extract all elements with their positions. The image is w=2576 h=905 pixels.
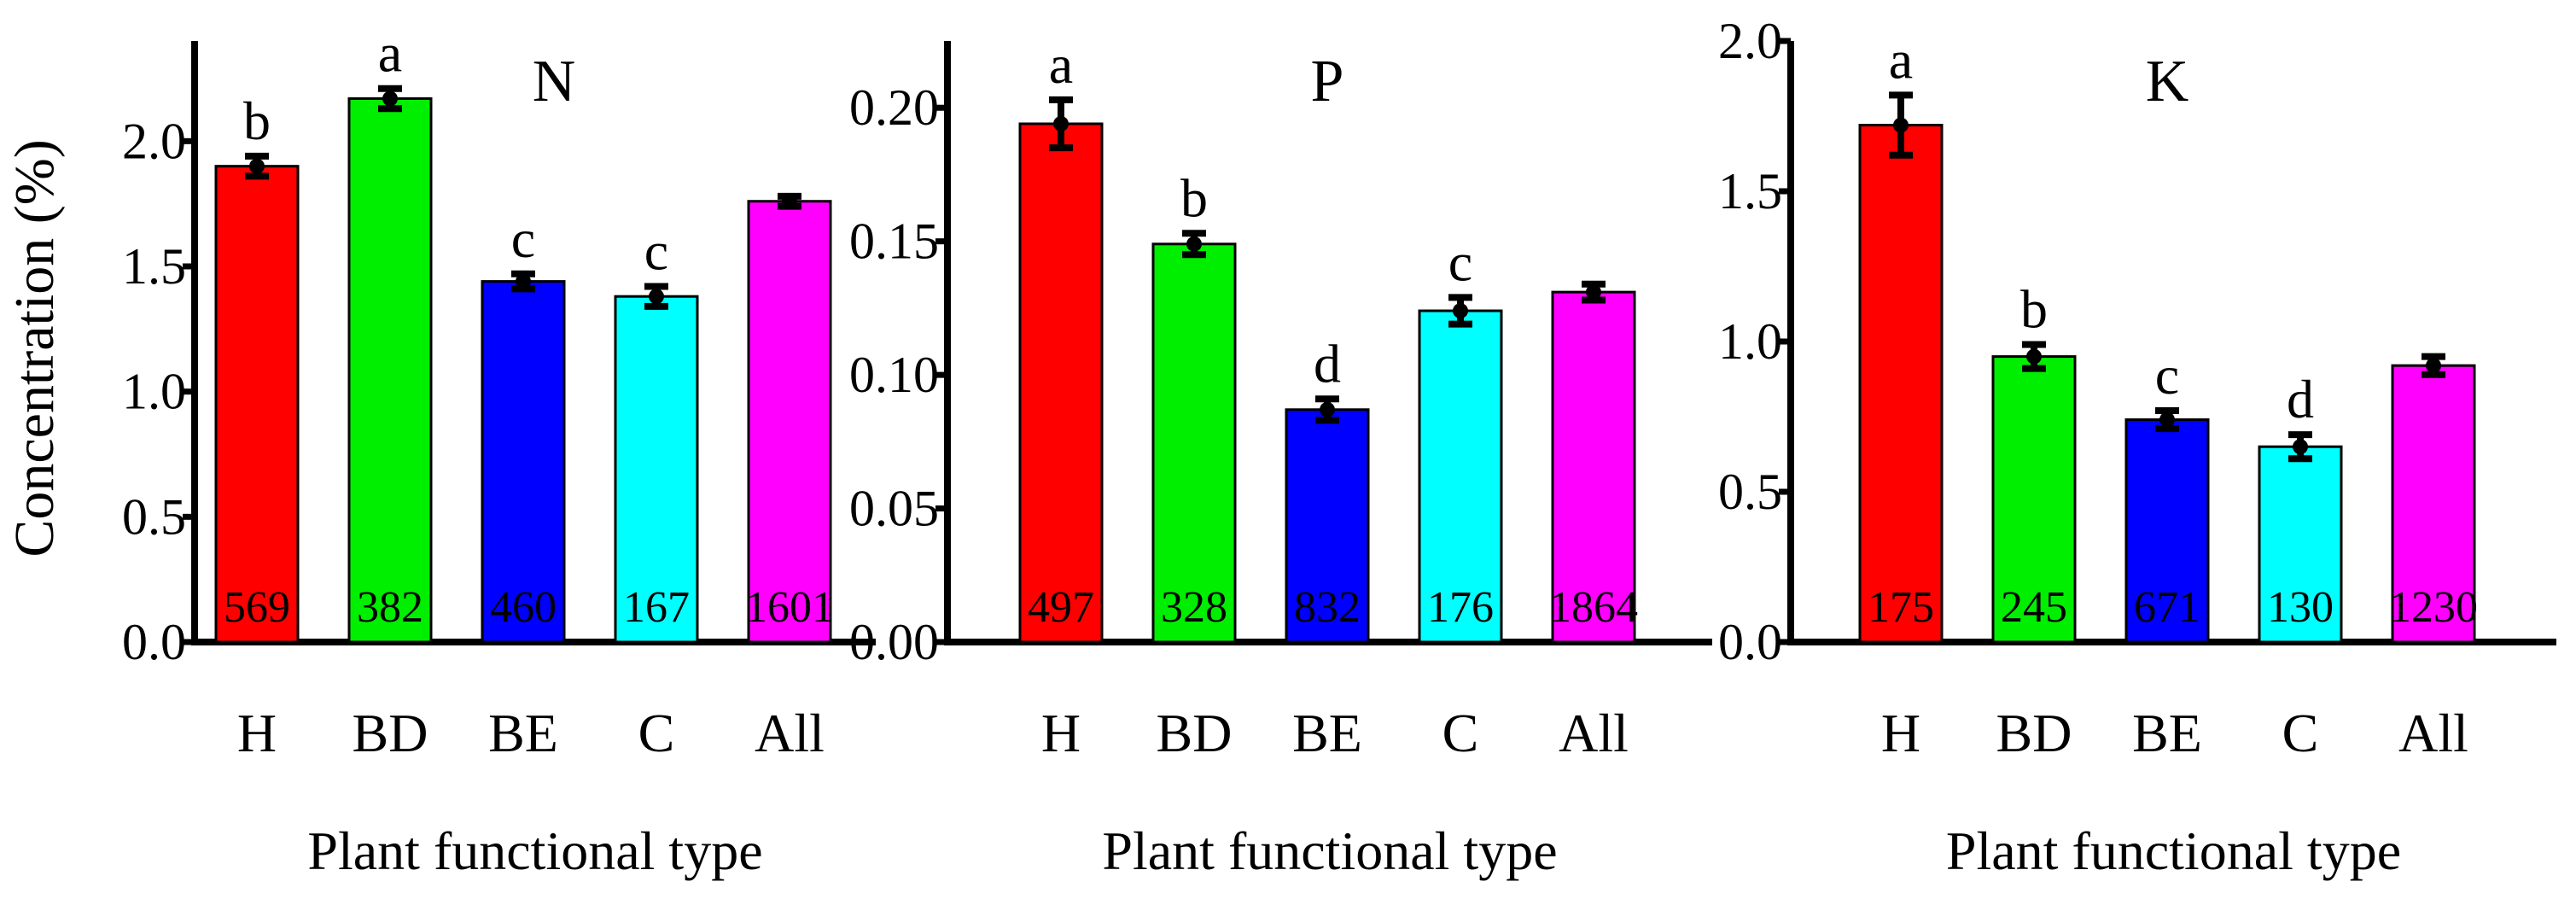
x-tick-label: All xyxy=(1559,703,1629,763)
x-tick-label: H xyxy=(1041,703,1081,763)
x-tick-label: BD xyxy=(1996,703,2072,763)
chart-title: K xyxy=(2146,49,2189,114)
chart-panel-P: 0.00 0.05 0.10 0.15 0.20 Pa 497 Hb 328 BD d 832 BE c 1… xyxy=(849,34,1712,881)
sample-count: 130 xyxy=(2267,583,2334,632)
mean-marker xyxy=(2293,439,2308,455)
x-tick-label: H xyxy=(237,703,277,763)
sample-count: 832 xyxy=(1294,583,1361,632)
y-tick-label: 0.5 xyxy=(122,488,186,545)
significance-letter: c xyxy=(2155,345,2179,406)
sample-count: 167 xyxy=(623,583,690,632)
x-tick-label: C xyxy=(1442,703,1479,763)
bar-H xyxy=(214,165,300,644)
bar-All xyxy=(747,200,832,644)
bar-H xyxy=(1858,124,1944,644)
mean-marker xyxy=(1320,401,1335,417)
significance-letter: d xyxy=(2287,369,2314,429)
bar-C xyxy=(1418,309,1503,644)
sample-count: 175 xyxy=(1868,583,1934,632)
x-axis-label: Plant functional type xyxy=(1946,820,2401,881)
y-tick-label: 1.0 xyxy=(1718,313,1782,370)
x-tick-label: BE xyxy=(2132,703,2202,763)
bar-All xyxy=(2391,364,2476,644)
bar-BD xyxy=(347,96,433,644)
mean-marker xyxy=(649,289,664,305)
x-tick-label: BD xyxy=(353,703,428,763)
significance-letter: a xyxy=(1889,29,1913,90)
y-tick-label: 1.0 xyxy=(122,364,186,420)
sample-count: 1230 xyxy=(2389,583,2478,632)
sample-count: 382 xyxy=(357,583,423,632)
mean-marker xyxy=(2026,348,2042,365)
y-tick-label: 2.0 xyxy=(1718,13,1782,69)
significance-letter: a xyxy=(1049,34,1073,95)
y-tick-label: 0.0 xyxy=(122,614,186,670)
mean-marker xyxy=(1053,115,1069,131)
significance-letter: c xyxy=(644,220,668,281)
mean-marker xyxy=(2159,412,2175,428)
chart-title: P xyxy=(1311,49,1344,114)
y-tick-label: 1.5 xyxy=(1718,163,1782,219)
mean-marker xyxy=(516,273,531,289)
y-tick-label: 0.15 xyxy=(849,213,939,270)
significance-letter: b xyxy=(2020,279,2048,340)
x-tick-label: BE xyxy=(488,703,558,763)
x-tick-label: H xyxy=(1881,703,1920,763)
x-tick-label: All xyxy=(2398,703,2468,763)
mean-marker xyxy=(1893,117,1909,133)
sample-count: 1864 xyxy=(1549,583,1638,632)
sample-count: 569 xyxy=(224,583,290,632)
sample-count: 176 xyxy=(1427,583,1494,632)
bar-All xyxy=(1551,290,1636,644)
significance-letter: c xyxy=(511,208,535,269)
y-tick-label: 0.5 xyxy=(1718,464,1782,520)
sample-count: 460 xyxy=(490,583,557,632)
sample-count: 497 xyxy=(1028,583,1094,632)
x-tick-label: BD xyxy=(1157,703,1233,763)
sample-count: 671 xyxy=(2134,583,2200,632)
bar-C xyxy=(2258,445,2343,644)
bar-BE xyxy=(1285,408,1370,644)
y-tick-label: 0.20 xyxy=(849,79,939,136)
x-axis-label: Plant functional type xyxy=(307,820,762,881)
y-tick-label: 0.10 xyxy=(849,347,939,403)
y-tick-label: 1.5 xyxy=(122,238,186,295)
x-axis-label: Plant functional type xyxy=(1102,820,1557,881)
bar-BD xyxy=(1991,355,2077,644)
mean-marker xyxy=(2426,358,2441,374)
significance-letter: c xyxy=(1448,231,1472,292)
bar-H xyxy=(1018,122,1104,644)
x-tick-label: All xyxy=(755,703,825,763)
sample-count: 328 xyxy=(1161,583,1227,632)
sample-count: 245 xyxy=(2001,583,2067,632)
mean-marker xyxy=(382,90,398,107)
x-tick-label: C xyxy=(638,703,675,763)
chart-title: N xyxy=(533,49,576,114)
significance-letter: b xyxy=(243,90,271,151)
mean-marker xyxy=(782,193,797,209)
bar-BE xyxy=(481,280,566,644)
chart-panels: 0.0 0.5 1.0 1.5 2.0 Nb 569 Ha 382 BD c 460 BE c 167 C 16… xyxy=(122,13,2556,881)
y-tick-label: 0.05 xyxy=(849,481,939,537)
significance-letter: b xyxy=(1180,167,1208,228)
y-tick-label: 0.0 xyxy=(1718,614,1782,670)
x-tick-label: C xyxy=(2282,703,2319,763)
mean-marker xyxy=(249,158,265,174)
significance-letter: d xyxy=(1314,333,1341,394)
bar-C xyxy=(614,295,699,644)
bar-BE xyxy=(2124,418,2210,644)
chart-panel-K: 0.0 0.5 1.0 1.5 2.0 Ka 175 Hb 245 BD c 671 BE d 130 C 12… xyxy=(1718,13,2556,881)
mean-marker xyxy=(1186,236,1202,252)
y-tick-label: 2.0 xyxy=(122,113,186,169)
figure-y-axis-label: Concentration (%) xyxy=(3,139,66,557)
mean-marker xyxy=(1586,284,1601,301)
sample-count: 1601 xyxy=(745,583,834,632)
bar-BD xyxy=(1151,242,1237,644)
y-tick-label: 0.00 xyxy=(849,614,939,670)
mean-marker xyxy=(1453,303,1468,319)
significance-letter: a xyxy=(378,23,402,84)
x-tick-label: BE xyxy=(1292,703,1362,763)
chart-panel-N: 0.0 0.5 1.0 1.5 2.0 Nb 569 Ha 382 BD c 460 BE c 167 C 16… xyxy=(122,23,876,881)
